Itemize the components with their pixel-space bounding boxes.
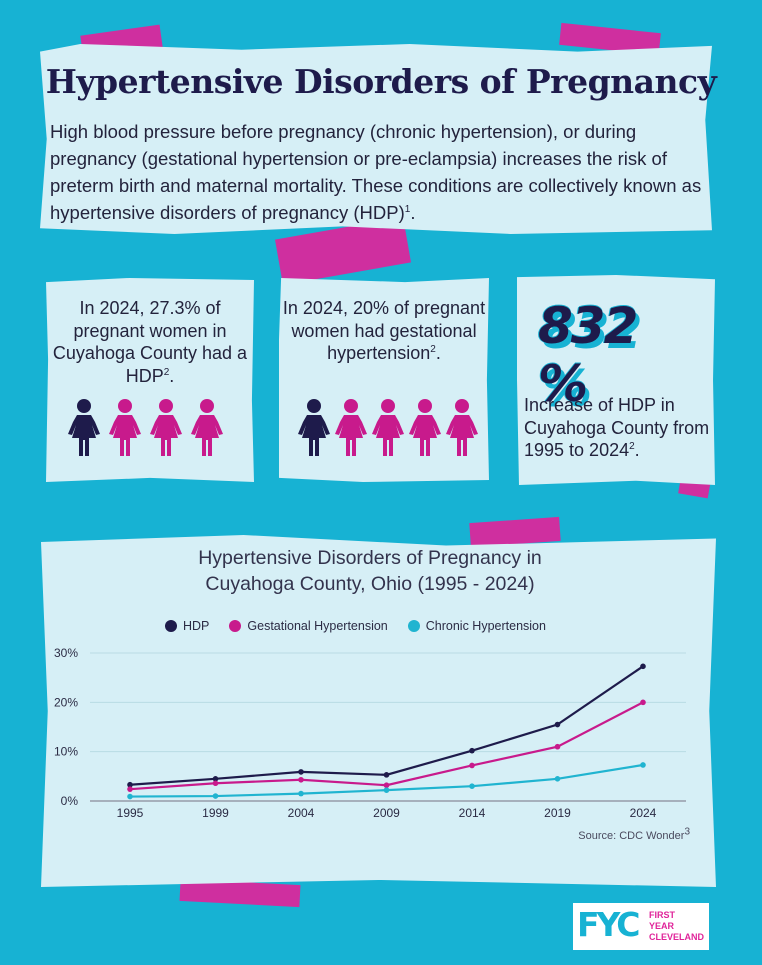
logo-wordmark: FIRST YEAR CLEVELAND: [649, 910, 705, 942]
data-point-chronic-hypertension: [383, 787, 390, 793]
page-title: Hypertensive Disorders of Pregnancy: [45, 62, 717, 101]
legend-item-hdp: HDP: [165, 619, 209, 633]
data-point-chronic-hypertension: [554, 776, 561, 782]
stat-card-increase: [517, 275, 715, 485]
data-point-gestational-hypertension: [554, 743, 561, 750]
data-point-chronic-hypertension: [640, 762, 646, 768]
data-point-hdp: [554, 721, 561, 728]
data-point-hdp: [127, 781, 133, 788]
data-point-gestational-hypertension: [640, 699, 646, 706]
series-line-hdp: [129, 665, 644, 786]
data-point-gestational-hypertension: [383, 782, 390, 789]
x-tick-label: 2009: [373, 806, 400, 820]
intro-paragraph: High blood pressure before pregnancy (ch…: [50, 121, 702, 223]
woman-icon: [189, 398, 225, 458]
data-point-hdp: [383, 772, 390, 778]
chart-title: Hypertensive Disorders of Pregnancy in Cu…: [198, 547, 542, 595]
data-point-gestational-hypertension: [298, 776, 304, 783]
legend-item-chronic: Chronic Hypertension: [407, 619, 546, 633]
woman-icon: [296, 398, 332, 458]
y-tick-label: 30%: [54, 646, 78, 660]
footnote-ref: 1: [404, 203, 411, 215]
people-icons-hdp: [66, 398, 225, 458]
y-tick-label: 10%: [54, 745, 78, 759]
data-point-hdp: [640, 663, 646, 670]
y-tick-label: 20%: [54, 695, 78, 709]
first-year-cleveland-logo: FYC FIRST YEAR CLEVELAND: [573, 903, 709, 950]
woman-icon: [333, 398, 369, 458]
stat-gestational-text: In 2024, 20% of pregnant women had gesta…: [282, 298, 486, 363]
woman-icon: [444, 398, 480, 458]
data-point-chronic-hypertension: [212, 793, 219, 799]
data-point-gestational-hypertension: [127, 786, 133, 792]
legend-dot: [407, 620, 420, 632]
legend-item-gestational: Gestational Hypertension: [229, 619, 388, 633]
big-stat-value: 832 %: [538, 297, 638, 413]
people-icons-gestational: [296, 398, 480, 458]
woman-icon: [407, 398, 443, 458]
stat-hdp-text: In 2024, 27.3% of pregnant women in Cuya…: [52, 298, 248, 386]
woman-icon: [66, 398, 102, 458]
woman-icon: [148, 398, 184, 458]
header-panel: [40, 44, 712, 234]
stat-increase-text: Increase of HDP in Cuyahoga County from …: [524, 395, 710, 460]
legend-dot: [165, 620, 177, 632]
data-point-chronic-hypertension: [298, 790, 304, 797]
x-tick-label: 2019: [544, 806, 571, 820]
x-tick-label: 1999: [202, 806, 229, 820]
woman-icon: [370, 398, 406, 458]
chart-legend: HDP Gestational Hypertension Chronic Hyp…: [165, 619, 546, 633]
data-point-chronic-hypertension: [127, 793, 133, 800]
data-point-hdp: [298, 769, 304, 775]
x-tick-label: 2004: [288, 806, 315, 820]
logo-mark: FYC: [577, 905, 641, 944]
woman-icon: [107, 398, 143, 458]
data-point-hdp: [212, 776, 219, 782]
x-tick-label: 1995: [117, 806, 144, 820]
data-point-chronic-hypertension: [469, 783, 475, 789]
x-tick-label: 2024: [630, 806, 657, 820]
x-tick-label: 2014: [459, 806, 486, 820]
legend-dot: [229, 620, 242, 632]
data-point-hdp: [469, 747, 475, 754]
data-point-gestational-hypertension: [212, 780, 219, 787]
chart-panel: [41, 535, 716, 887]
data-point-gestational-hypertension: [469, 762, 475, 769]
chart-source: Source: CDC Wonder3: [578, 826, 690, 842]
y-tick-label: 0%: [61, 794, 79, 808]
